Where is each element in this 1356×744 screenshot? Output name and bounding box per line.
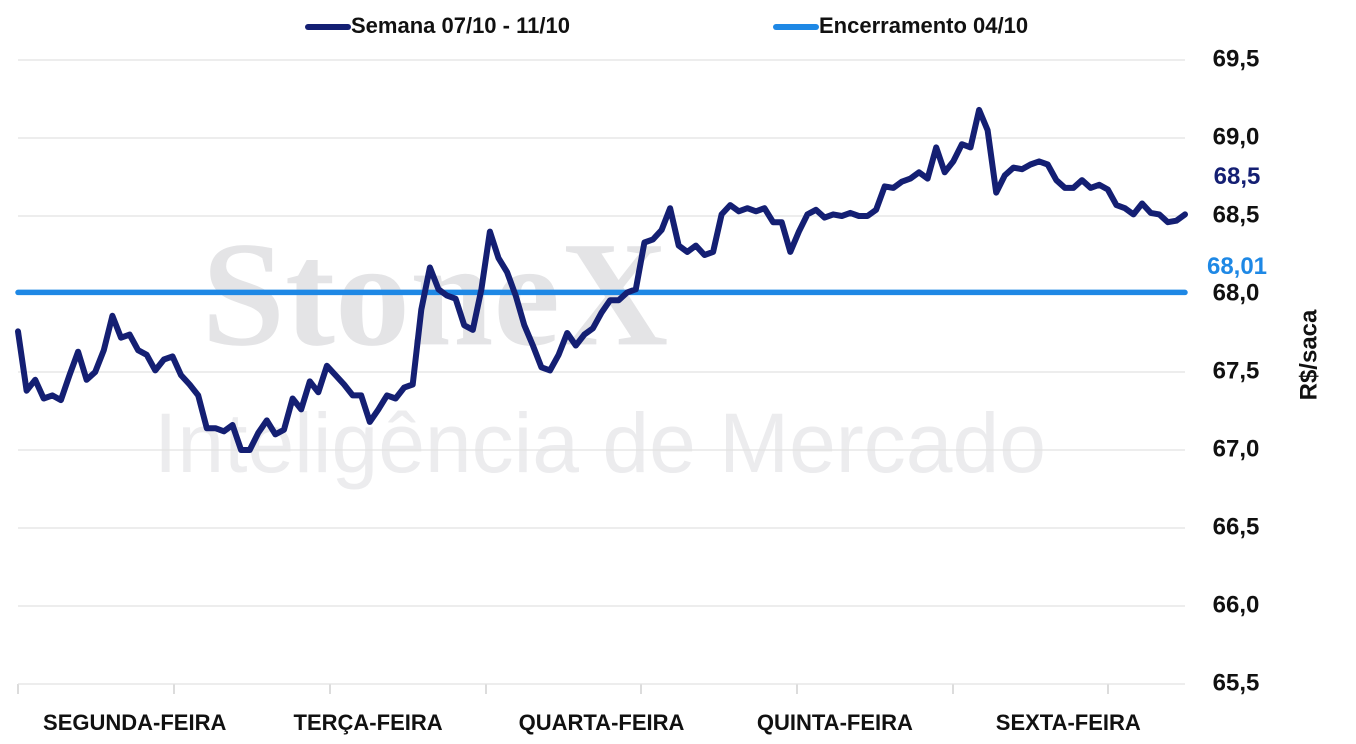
end-label: 68,01 [1207, 253, 1267, 280]
x-tick-label: SEGUNDA-FEIRA [43, 710, 226, 735]
y-tick-label: 69,0 [1213, 123, 1260, 150]
y-tick-label: 67,0 [1213, 435, 1260, 462]
y-tick-label: 69,5 [1213, 45, 1260, 72]
y-axis-label: R$/saca [1295, 309, 1322, 400]
x-axis-ticks [17, 684, 1109, 694]
x-tick-label: SEXTA-FEIRA [996, 710, 1141, 735]
y-tick-label: 65,5 [1213, 669, 1260, 696]
x-tick-label: QUINTA-FEIRA [757, 710, 913, 735]
series-line [15, 106, 1188, 453]
y-tick-label: 68,5 [1213, 201, 1260, 228]
legend-label: Encerramento 04/10 [819, 13, 1028, 38]
y-tick-label: 68,0 [1213, 279, 1260, 306]
x-tick-label: QUARTA-FEIRA [519, 710, 685, 735]
y-tick-label: 66,0 [1213, 591, 1260, 618]
legend-label: Semana 07/10 - 11/10 [351, 13, 570, 38]
end-label: 68,5 [1214, 163, 1261, 190]
y-tick-label: 66,5 [1213, 513, 1260, 540]
y-tick-label: 67,5 [1213, 357, 1260, 384]
x-tick-label: TERÇA-FEIRA [294, 710, 443, 735]
